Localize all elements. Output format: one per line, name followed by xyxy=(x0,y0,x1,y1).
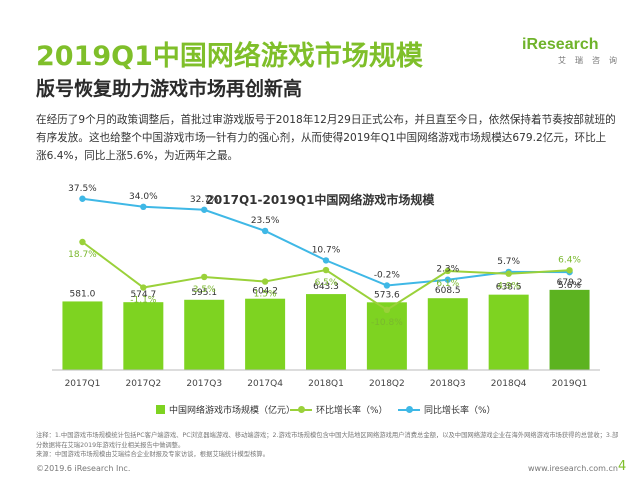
mom-label-2018Q2: -10.8% xyxy=(371,318,403,328)
footer-url: www.iresearch.com.cn xyxy=(528,464,618,473)
yoy-label-2017Q4: 23.5% xyxy=(251,216,280,226)
bar-label-2018Q1: 643.3 xyxy=(313,282,339,292)
yoy-label-2017Q1: 37.5% xyxy=(68,184,97,194)
bar-2019Q1 xyxy=(549,289,590,370)
summary-paragraph: 在经历了9个月的政策调整后，首批过审游戏版号于2018年12月29日正式公布，并… xyxy=(36,114,616,162)
bar-label-2018Q3: 608.5 xyxy=(435,286,461,296)
yoy-point-2018Q3 xyxy=(444,276,451,283)
logo-subtext: 艾瑞咨询 xyxy=(558,56,626,65)
mom-label-2018Q4: 4.9% xyxy=(497,282,520,292)
footnote-annotation: 注释：1.中国游戏市场规模统计包括PC客户端游戏、PC浏览器端游戏、移动端游戏；… xyxy=(36,432,619,449)
logo-text: iResearch xyxy=(522,36,599,53)
yoy-label-2017Q2: 34.0% xyxy=(129,192,158,202)
yoy-label-2018Q1: 10.7% xyxy=(312,245,341,255)
yoy-label-2017Q3: 32.7% xyxy=(190,195,219,205)
page-title: 2019Q1中国网络游戏市场规模 xyxy=(36,41,423,72)
bar-2018Q2 xyxy=(366,302,407,370)
footer-copyright: ©2019.6 iResearch Inc. xyxy=(36,464,131,473)
x-tick-label-2017Q3: 2017Q3 xyxy=(186,379,222,389)
mom-label-2017Q3: 3.5% xyxy=(193,285,216,295)
yoy-point-2017Q4 xyxy=(261,227,269,235)
mom-label-2017Q4: 1.5% xyxy=(254,290,277,300)
legend-label-market-size: 中国网络游戏市场规模（亿元） xyxy=(169,406,296,416)
mom-point-2018Q1 xyxy=(322,266,330,274)
footnotes: 注释：1.中国游戏市场规模统计包括PC客户端游戏、PC浏览器端游戏、移动端游戏；… xyxy=(36,431,621,460)
bar-2017Q3 xyxy=(184,299,225,370)
footnote-source: 来源：中国游戏市场规模由艾瑞综合企业财报及专家访谈，根据艾瑞统计模型核算。 xyxy=(36,451,269,458)
x-tick-label-2017Q4: 2017Q4 xyxy=(247,379,283,389)
mom-label-2018Q1: 6.5% xyxy=(315,278,338,288)
bar-label-2018Q2: 573.6 xyxy=(374,290,400,300)
yoy-point-2018Q2 xyxy=(383,282,391,289)
chart-legend: 中国网络游戏市场规模（亿元） 环比增长率（%） 同比增长率（%） xyxy=(0,403,640,419)
bar-2017Q1 xyxy=(62,301,103,370)
legend-item-mom: 环比增长率（%） xyxy=(290,403,388,416)
bar-2017Q2 xyxy=(123,302,164,370)
x-tick-label-2018Q2: 2018Q2 xyxy=(369,379,405,389)
mom-point-2018Q2 xyxy=(383,306,391,314)
yoy-label-2018Q4: 5.7% xyxy=(497,257,520,267)
yoy-point-2017Q2 xyxy=(140,203,147,210)
bar-2017Q4 xyxy=(245,298,286,370)
yoy-label-2018Q3: 2.3% xyxy=(436,265,459,275)
bar-label-2017Q3: 595.1 xyxy=(191,288,217,298)
iresearch-logo: iResearch 艾瑞咨询 xyxy=(522,36,626,70)
legend-label-mom: 环比增长率（%） xyxy=(316,406,388,416)
mom-point-2019Q1 xyxy=(566,267,573,274)
yoy-label-2019Q1: 5.6% xyxy=(558,281,581,291)
chart-title: 2017Q1-2019Q1中国网络游戏市场规模 xyxy=(205,193,435,207)
yoy-label-2018Q2: -0.2% xyxy=(374,270,401,280)
x-tick-label-2018Q1: 2018Q1 xyxy=(308,379,344,389)
legend-label-yoy: 同比增长率（%） xyxy=(424,406,496,416)
x-tick-label-2018Q4: 2018Q4 xyxy=(491,379,527,389)
bar-label-2017Q2: 574.7 xyxy=(130,290,156,300)
mom-label-2019Q1: 6.4% xyxy=(558,255,581,265)
x-tick-label-2019Q1: 2019Q1 xyxy=(552,379,588,389)
bar-label-2018Q4: 638.5 xyxy=(496,283,522,293)
legend-mom-swatch xyxy=(290,405,312,413)
x-tick-label-2018Q3: 2018Q3 xyxy=(430,379,466,389)
yoy-point-2017Q1 xyxy=(79,195,86,202)
bar-2018Q1 xyxy=(306,294,346,370)
bar-2018Q4 xyxy=(488,294,529,370)
yoy-point-2017Q3 xyxy=(201,206,208,213)
legend-item-yoy: 同比增长率（%） xyxy=(398,403,496,416)
legend-yoy-swatch xyxy=(398,405,420,413)
mom-point-2018Q3 xyxy=(444,267,451,275)
mom-point-2017Q4 xyxy=(261,278,269,285)
mom-label-2017Q2: -1.1% xyxy=(130,296,157,306)
legend-item-market-size: 中国网络游戏市场规模（亿元） xyxy=(156,403,295,416)
mom-point-2017Q2 xyxy=(140,284,147,291)
page-number: 4 xyxy=(618,459,627,474)
mom-label-2017Q1: 18.7% xyxy=(68,250,97,260)
legend-bar-swatch xyxy=(156,405,165,414)
x-tick-label-2017Q1: 2017Q1 xyxy=(65,379,101,389)
bar-label-2017Q1: 581.0 xyxy=(70,289,96,299)
mom-point-2017Q1 xyxy=(79,238,86,246)
mom-label-2018Q3: 6.1% xyxy=(436,279,459,289)
yoy-point-2018Q1 xyxy=(322,257,330,264)
page-subtitle: 版号恢复助力游戏市场再创新高 xyxy=(36,78,303,100)
bar-label-2019Q1: 679.2 xyxy=(557,278,583,288)
mom-point-2018Q4 xyxy=(505,270,512,277)
x-tick-label-2017Q2: 2017Q2 xyxy=(125,379,161,389)
bar-label-2017Q4: 604.2 xyxy=(252,287,278,297)
mom-point-2017Q3 xyxy=(201,273,208,281)
bar-2018Q3 xyxy=(427,298,468,370)
